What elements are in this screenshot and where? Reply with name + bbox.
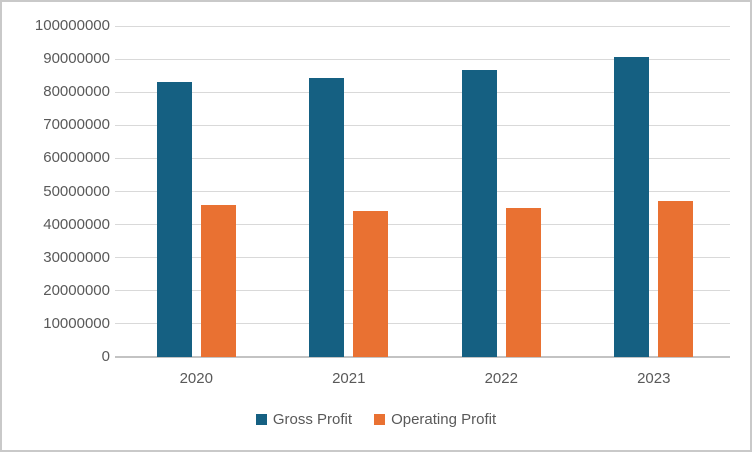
bar-operating-profit-2020 bbox=[200, 204, 236, 357]
bar-operating-profit-2021 bbox=[353, 211, 389, 357]
y-tick-label: 10000000 bbox=[43, 314, 110, 332]
x-axis: 2020 2021 2022 2023 bbox=[120, 371, 730, 387]
legend: Gross Profit Operating Profit bbox=[2, 411, 750, 428]
x-tick-label-2021: 2021 bbox=[332, 370, 366, 387]
gridline bbox=[115, 224, 730, 226]
legend-item-operating-profit: Operating Profit bbox=[374, 411, 496, 428]
y-tick-label: 20000000 bbox=[43, 281, 110, 299]
bar-operating-profit-2023 bbox=[658, 201, 694, 357]
legend-item-gross-profit: Gross Profit bbox=[255, 411, 353, 428]
gridline bbox=[115, 124, 730, 126]
category-group-2023 bbox=[578, 26, 731, 357]
y-tick-label: 50000000 bbox=[43, 182, 110, 200]
gridline bbox=[115, 25, 730, 27]
legend-swatch-icon bbox=[374, 414, 386, 425]
gridline bbox=[115, 323, 730, 325]
bar-gross-profit-2020 bbox=[156, 82, 192, 357]
y-tick-label: 40000000 bbox=[43, 215, 110, 233]
y-tick-label: 80000000 bbox=[43, 83, 110, 101]
gridline bbox=[115, 257, 730, 259]
legend-label: Operating Profit bbox=[391, 411, 497, 428]
y-tick-label: 60000000 bbox=[43, 149, 110, 167]
x-tick-label-2023: 2023 bbox=[637, 370, 671, 387]
y-tick-label: 90000000 bbox=[43, 50, 110, 68]
y-tick-label: 100000000 bbox=[34, 17, 110, 34]
y-tick-label: 30000000 bbox=[43, 248, 110, 266]
bar-gross-profit-2023 bbox=[614, 57, 650, 357]
legend-label: Gross Profit bbox=[272, 411, 353, 428]
x-tick-label-2022: 2022 bbox=[484, 370, 518, 387]
category-group-2020 bbox=[120, 26, 273, 357]
legend-swatch-icon bbox=[255, 414, 267, 425]
plot-area bbox=[115, 25, 731, 358]
gridline bbox=[115, 91, 730, 93]
bar-gross-profit-2021 bbox=[309, 77, 345, 357]
category-group-2021 bbox=[273, 26, 426, 357]
gridline bbox=[115, 157, 730, 159]
category-group-2022 bbox=[425, 26, 578, 357]
y-tick-label: 70000000 bbox=[43, 116, 110, 134]
bar-operating-profit-2022 bbox=[505, 208, 541, 357]
bar-gross-profit-2022 bbox=[461, 70, 497, 357]
y-tick-label: 0 bbox=[101, 348, 110, 365]
y-axis: 0 10000000 20000000 30000000 40000000 5000000… bbox=[2, 18, 110, 365]
x-tick-label-2020: 2020 bbox=[179, 370, 213, 387]
x-axis-line bbox=[115, 356, 730, 358]
gridline bbox=[115, 58, 730, 60]
gridline bbox=[115, 191, 730, 192]
gridline bbox=[115, 290, 730, 292]
